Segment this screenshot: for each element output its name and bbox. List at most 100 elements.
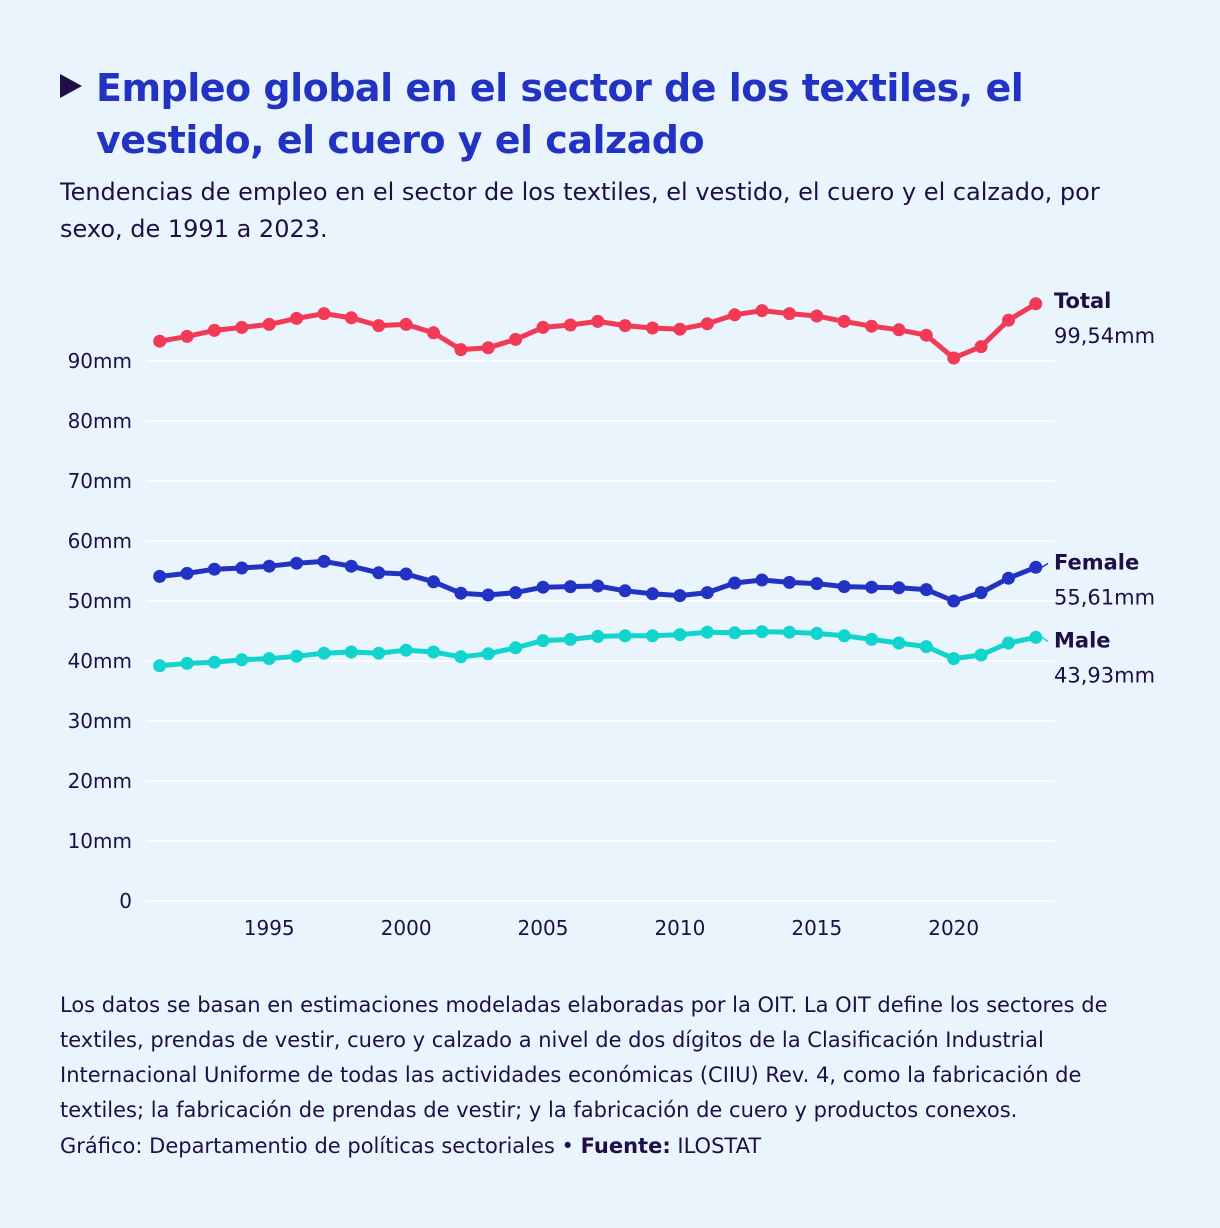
data-point-male-2010	[673, 628, 687, 642]
data-point-female-2020	[947, 594, 961, 608]
methodology-note: Los datos se basan en estimaciones model…	[60, 993, 1108, 1122]
data-point-female-2016	[837, 580, 851, 594]
data-point-male-2004	[509, 641, 523, 655]
data-point-male-2009	[646, 629, 659, 643]
data-point-male-2007	[591, 629, 605, 643]
data-point-total-2011	[700, 317, 714, 331]
data-point-total-2016	[837, 314, 851, 328]
y-tick-label: 20mm	[68, 769, 132, 793]
data-point-male-2021	[974, 648, 988, 662]
data-point-female-2021	[974, 586, 988, 600]
data-point-male-2001	[427, 645, 440, 659]
y-tick-label: 90mm	[68, 349, 132, 373]
credit-prefix: Gráfico: Departamentio de políticas sect…	[60, 1134, 581, 1158]
data-point-female-2010	[673, 589, 687, 603]
data-point-female-2002	[454, 586, 468, 600]
data-point-male-1998	[344, 645, 358, 659]
data-point-total-1995	[262, 317, 276, 331]
data-point-female-2000	[399, 567, 413, 581]
data-point-male-1994	[235, 653, 249, 667]
data-point-female-1997	[317, 554, 331, 568]
y-tick-label: 60mm	[68, 529, 132, 553]
data-point-total-1999	[372, 319, 386, 333]
data-point-male-2014	[782, 625, 796, 639]
data-point-total-2004	[509, 332, 523, 346]
series-male	[153, 625, 1043, 673]
data-point-total-2018	[892, 323, 906, 337]
data-point-female-1996	[290, 556, 304, 570]
data-point-male-2012	[728, 626, 742, 640]
data-point-male-1991	[153, 659, 167, 673]
data-point-female-2019	[919, 583, 933, 597]
data-point-total-2021	[974, 340, 988, 354]
series-end-value-male: 43,93mm	[1054, 663, 1155, 687]
end-label-leader-male	[1041, 636, 1049, 643]
data-point-male-2011	[700, 625, 714, 639]
title-row: Empleo global en el sector de los textil…	[60, 62, 1150, 166]
data-point-female-2018	[892, 581, 906, 595]
data-point-total-2009	[646, 321, 659, 335]
data-point-total-2005	[536, 320, 550, 334]
source-value: ILOSTAT	[670, 1134, 762, 1158]
data-point-total-2003	[481, 341, 495, 355]
data-point-female-2023	[1029, 560, 1043, 574]
data-point-male-2013	[755, 625, 769, 639]
data-point-male-2020	[947, 652, 961, 666]
data-point-male-1993	[207, 655, 221, 669]
data-point-total-2012	[728, 308, 742, 322]
data-point-male-2000	[399, 643, 413, 657]
data-point-female-2006	[563, 580, 577, 594]
data-point-female-1998	[344, 559, 358, 573]
data-point-female-2014	[782, 575, 796, 589]
data-point-female-1992	[180, 566, 194, 580]
data-point-male-2016	[837, 629, 851, 643]
data-point-total-2015	[810, 309, 824, 323]
data-point-female-2011	[700, 586, 714, 600]
data-point-female-1991	[153, 569, 167, 583]
data-point-male-2018	[892, 636, 906, 650]
data-point-female-2013	[755, 573, 769, 587]
y-tick-label: 40mm	[68, 649, 132, 673]
data-point-male-2023	[1029, 630, 1043, 644]
x-tick-label: 2000	[381, 916, 432, 940]
data-point-female-2017	[865, 580, 879, 594]
data-point-total-1991	[153, 334, 167, 348]
data-point-total-2001	[427, 326, 440, 340]
data-point-total-1997	[317, 307, 331, 321]
data-point-total-2022	[1002, 313, 1015, 327]
y-axis-ticks: 0 10mm 20mm 30mm 40mm 50mm 60mm 70mm 80mm 90mm	[68, 349, 132, 913]
data-point-male-1999	[372, 646, 386, 660]
data-point-female-1993	[207, 562, 221, 576]
data-point-total-1993	[207, 323, 221, 337]
x-tick-label: 2015	[791, 916, 842, 940]
chart-subtitle: Tendencias de empleo en el sector de los…	[60, 178, 1100, 243]
data-point-total-2002	[454, 343, 468, 357]
data-point-female-2004	[509, 586, 523, 600]
data-point-female-2001	[427, 575, 440, 589]
data-point-male-1995	[262, 652, 276, 666]
series-name-female: Female	[1054, 550, 1139, 574]
data-point-male-2005	[536, 634, 550, 648]
data-point-total-2014	[782, 307, 796, 321]
data-point-total-2000	[399, 317, 413, 331]
data-point-female-2005	[536, 580, 550, 594]
credit-line: Gráfico: Departamentio de políticas sect…	[60, 1134, 761, 1158]
data-point-male-2002	[454, 650, 468, 664]
data-point-female-2022	[1002, 571, 1015, 585]
data-point-female-2003	[481, 588, 495, 602]
data-point-female-1999	[372, 566, 386, 580]
y-tick-label: 80mm	[68, 409, 132, 433]
y-tick-label: 30mm	[68, 709, 132, 733]
series-end-value-total: 99,54mm	[1054, 324, 1155, 348]
y-tick-label: 70mm	[68, 469, 132, 493]
data-point-female-2015	[810, 577, 824, 591]
data-point-male-1997	[317, 646, 331, 660]
data-point-female-1995	[262, 559, 276, 573]
data-point-male-1996	[290, 649, 304, 663]
data-point-total-1996	[290, 311, 304, 325]
series-end-value-female: 55,61mm	[1054, 585, 1155, 609]
data-point-total-1994	[235, 320, 249, 334]
y-tick-label: 0	[119, 889, 132, 913]
data-point-male-2008	[618, 629, 632, 643]
y-tick-label: 50mm	[68, 589, 132, 613]
